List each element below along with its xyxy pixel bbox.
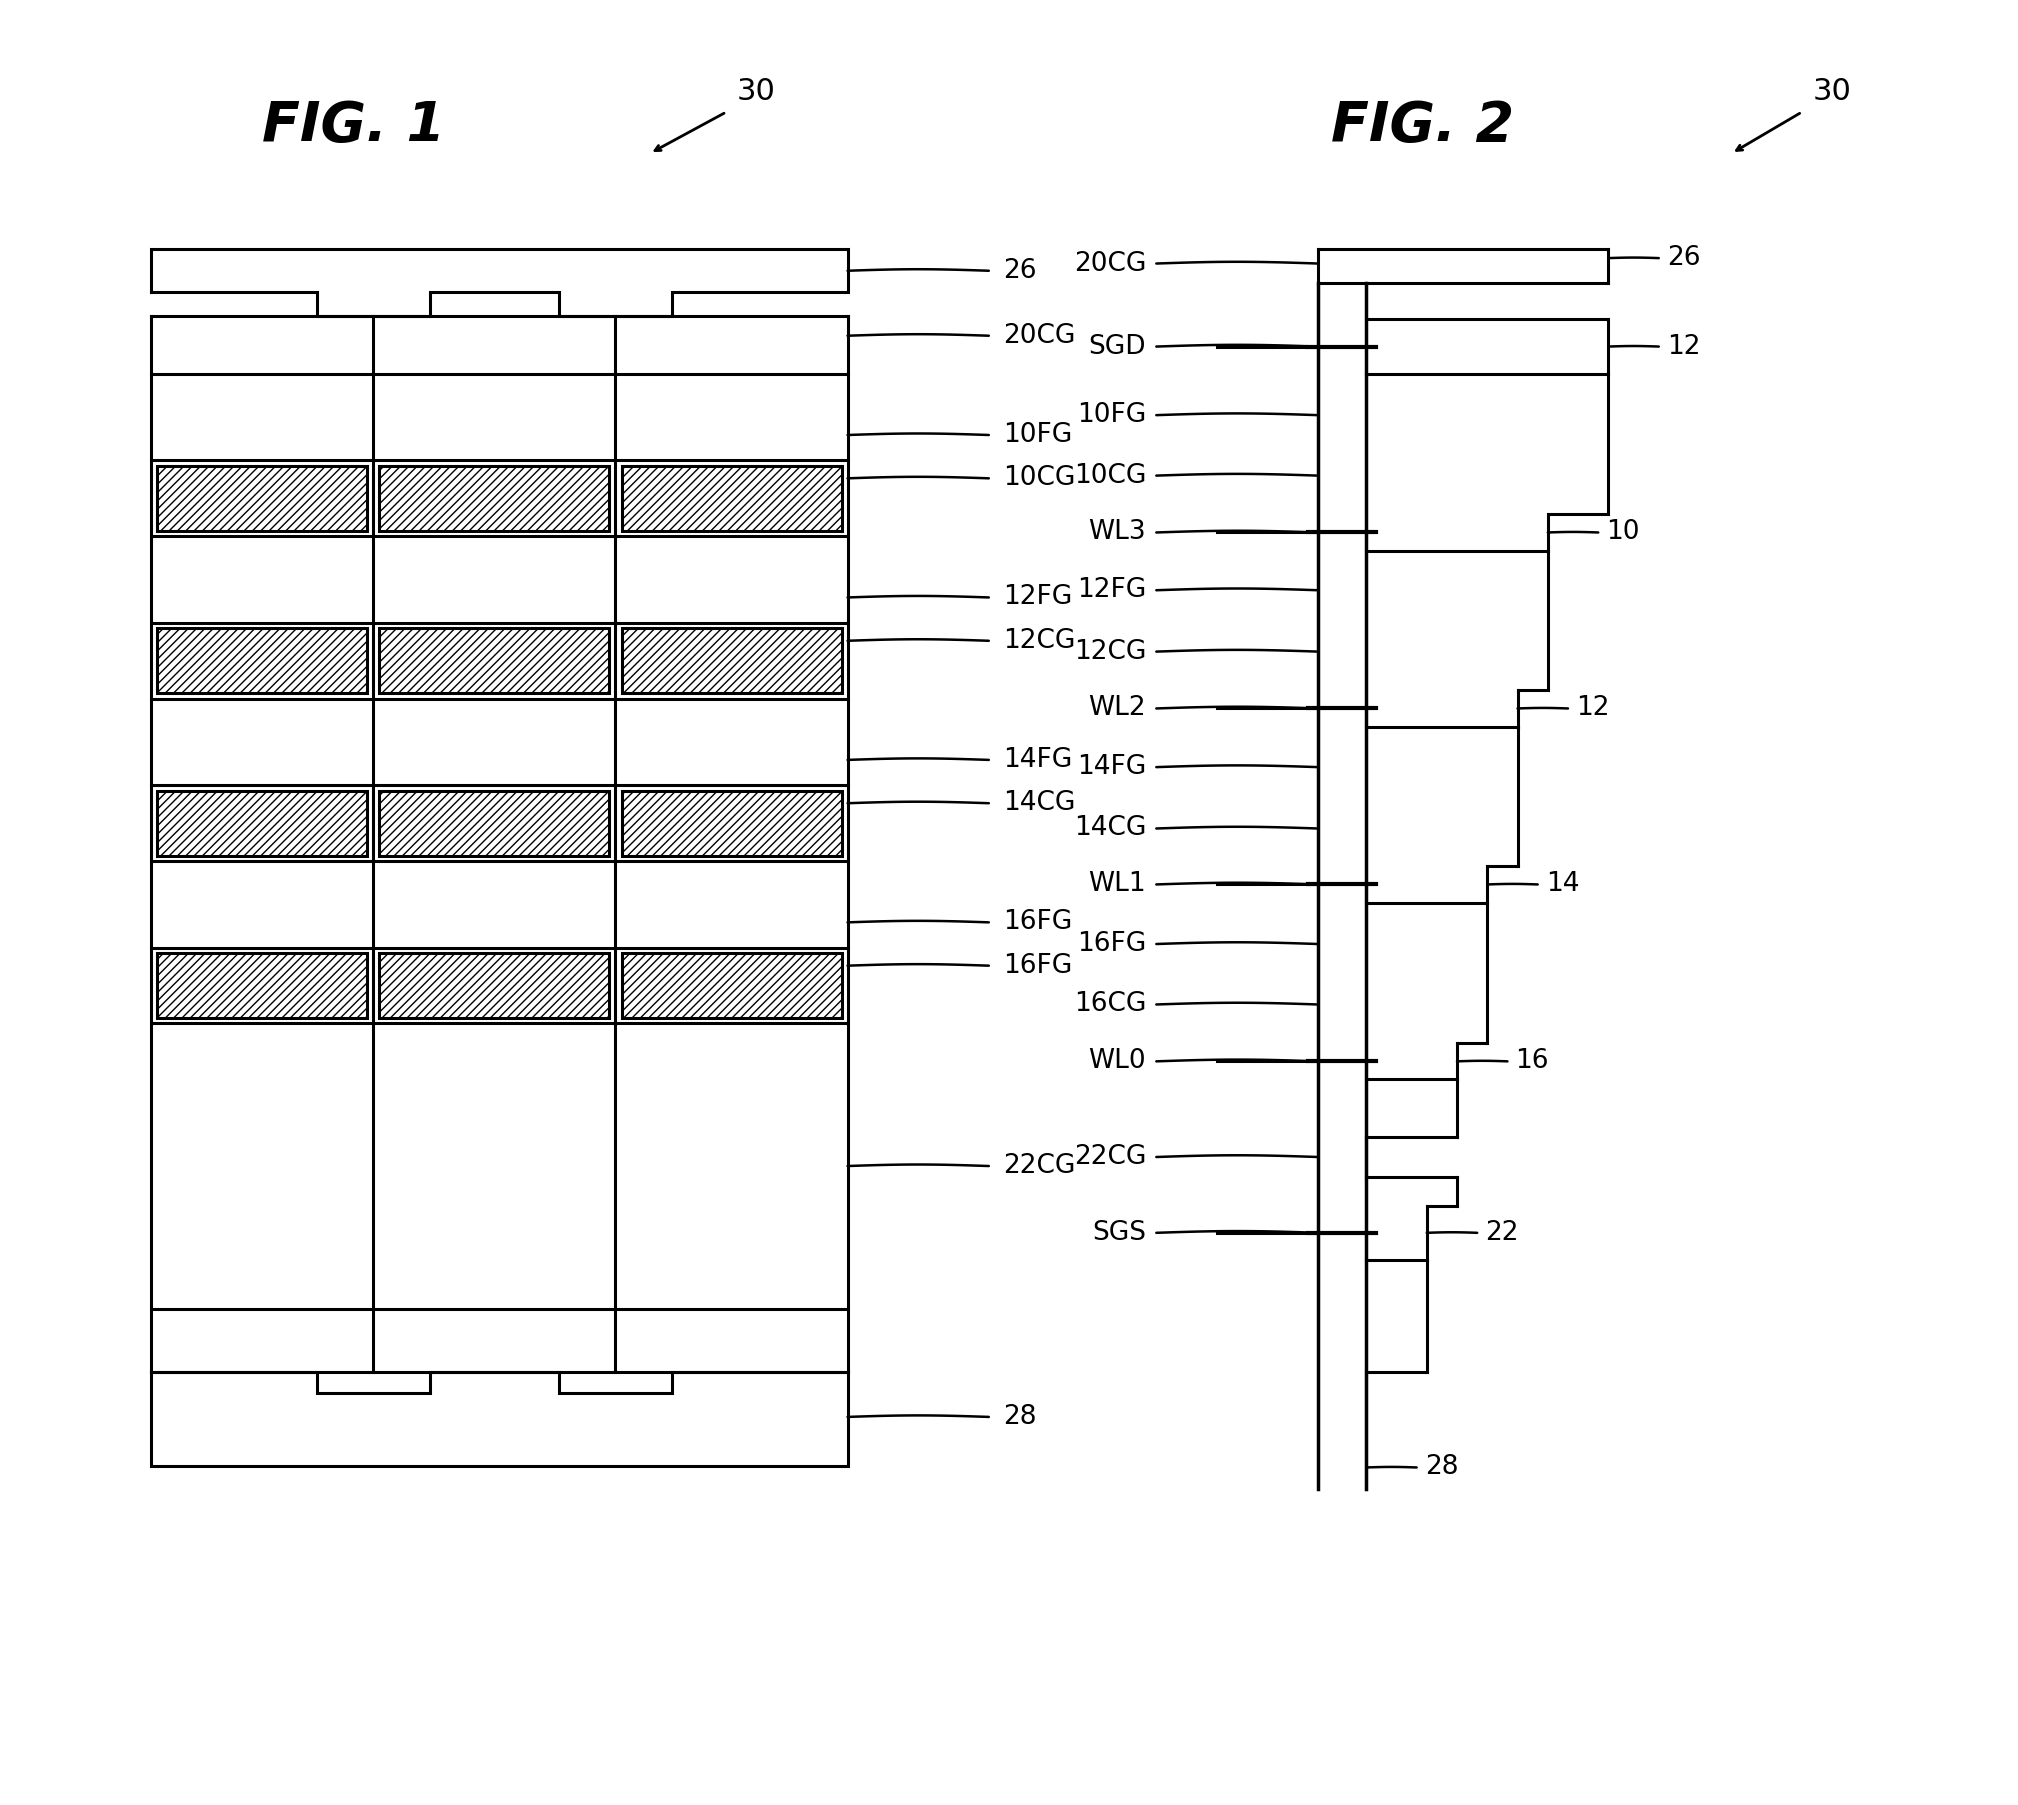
Text: SGD: SGD bbox=[1090, 334, 1146, 359]
Text: 10: 10 bbox=[1606, 520, 1641, 545]
Text: WL1: WL1 bbox=[1088, 872, 1146, 897]
Text: 16FG: 16FG bbox=[1003, 953, 1072, 978]
Text: 12FG: 12FG bbox=[1078, 578, 1146, 603]
Text: 16FG: 16FG bbox=[1003, 910, 1072, 935]
Bar bbox=[157, 953, 367, 1018]
Text: 20CG: 20CG bbox=[1003, 323, 1076, 348]
Text: 12CG: 12CG bbox=[1003, 628, 1076, 653]
Text: 28: 28 bbox=[1425, 1455, 1459, 1480]
Text: FIG. 1: FIG. 1 bbox=[262, 99, 444, 153]
Bar bbox=[379, 953, 609, 1018]
Bar bbox=[157, 466, 367, 531]
Bar bbox=[622, 628, 842, 693]
Text: WL0: WL0 bbox=[1088, 1049, 1146, 1074]
Text: 12CG: 12CG bbox=[1074, 639, 1146, 664]
Text: 16FG: 16FG bbox=[1078, 931, 1146, 957]
Text: 28: 28 bbox=[1003, 1404, 1037, 1430]
Text: 16CG: 16CG bbox=[1074, 991, 1146, 1018]
Text: 12: 12 bbox=[1576, 695, 1610, 722]
Text: 14FG: 14FG bbox=[1003, 747, 1072, 773]
Text: 30: 30 bbox=[737, 78, 775, 106]
Text: 12FG: 12FG bbox=[1003, 585, 1072, 610]
Text: WL3: WL3 bbox=[1088, 520, 1146, 545]
Bar bbox=[622, 791, 842, 856]
Bar bbox=[157, 628, 367, 693]
Text: 10FG: 10FG bbox=[1078, 403, 1146, 428]
Text: FIG. 2: FIG. 2 bbox=[1332, 99, 1514, 153]
Text: 10FG: 10FG bbox=[1003, 422, 1072, 448]
Text: WL2: WL2 bbox=[1088, 695, 1146, 722]
Text: SGS: SGS bbox=[1092, 1220, 1146, 1245]
Polygon shape bbox=[151, 249, 848, 316]
Bar bbox=[379, 466, 609, 531]
Text: 14FG: 14FG bbox=[1078, 754, 1146, 780]
Text: 10CG: 10CG bbox=[1003, 466, 1076, 491]
Text: 22: 22 bbox=[1485, 1220, 1520, 1245]
Bar bbox=[157, 791, 367, 856]
Text: 10CG: 10CG bbox=[1074, 462, 1146, 489]
Text: 16: 16 bbox=[1516, 1049, 1550, 1074]
Bar bbox=[622, 466, 842, 531]
Text: 14: 14 bbox=[1546, 872, 1580, 897]
Text: 26: 26 bbox=[1003, 258, 1037, 283]
Text: 22CG: 22CG bbox=[1003, 1153, 1076, 1179]
Text: 22CG: 22CG bbox=[1074, 1144, 1146, 1170]
Polygon shape bbox=[151, 1372, 848, 1466]
Text: 14CG: 14CG bbox=[1074, 816, 1146, 841]
Text: 14CG: 14CG bbox=[1003, 791, 1076, 816]
Bar bbox=[622, 953, 842, 1018]
Text: 12: 12 bbox=[1667, 334, 1701, 359]
Text: 30: 30 bbox=[1812, 78, 1851, 106]
Bar bbox=[379, 628, 609, 693]
Text: 26: 26 bbox=[1667, 245, 1701, 271]
Text: 20CG: 20CG bbox=[1074, 251, 1146, 276]
Bar bbox=[379, 791, 609, 856]
